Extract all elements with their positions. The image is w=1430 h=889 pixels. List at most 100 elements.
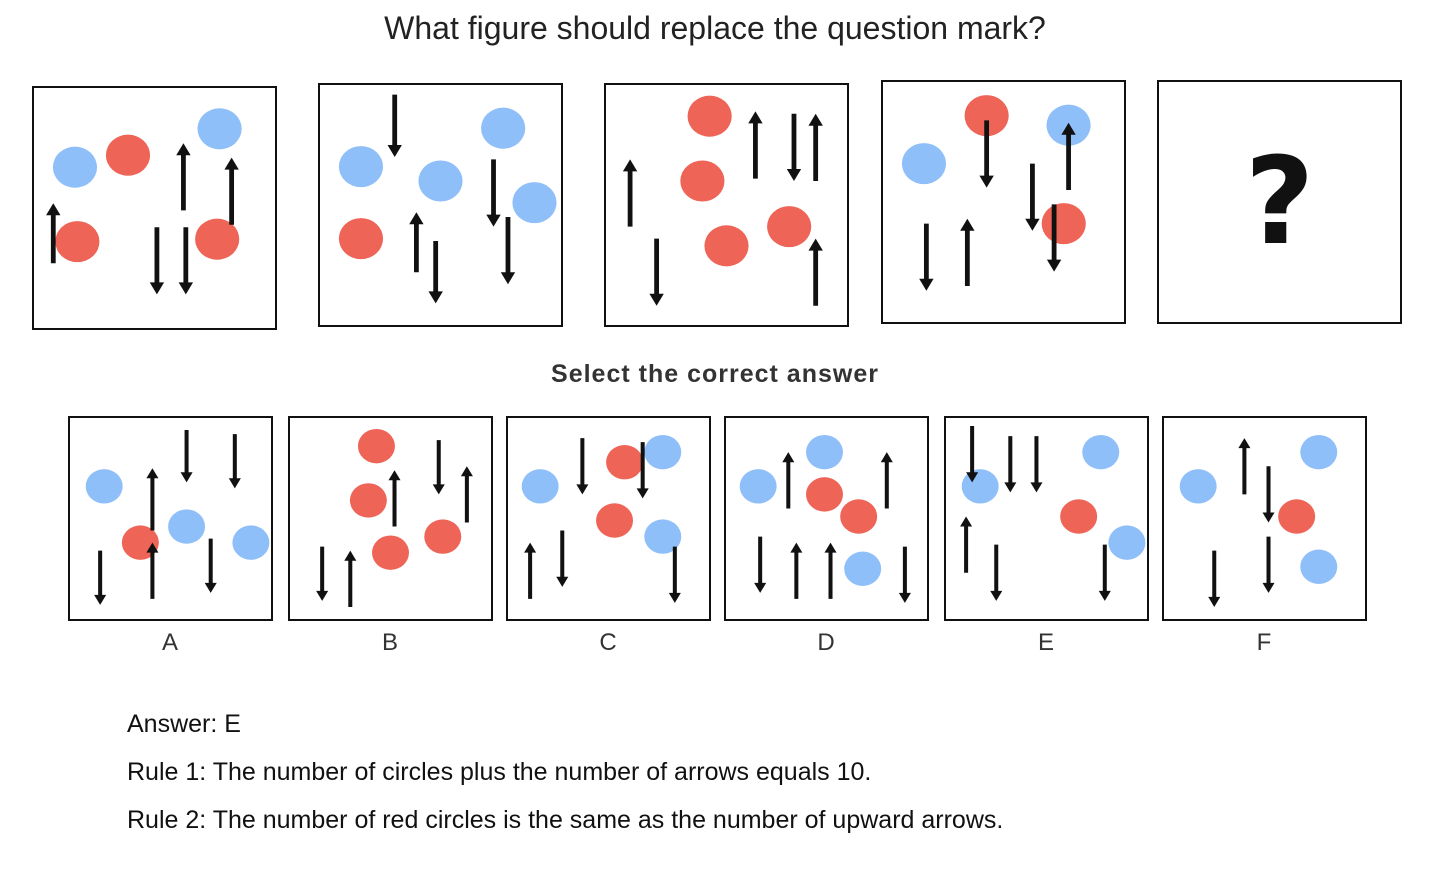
- red-circle: [767, 206, 812, 248]
- option-b-panel[interactable]: [288, 416, 493, 621]
- up-arrow-icon: [960, 516, 973, 573]
- up-arrow-icon: [46, 203, 61, 264]
- red-circle: [338, 218, 384, 260]
- option-f-panel[interactable]: [1162, 416, 1367, 621]
- blue-circle: [418, 160, 463, 202]
- down-arrow-icon: [178, 227, 194, 295]
- down-arrow-icon: [486, 159, 501, 227]
- down-arrow-icon: [754, 536, 767, 593]
- down-arrow-icon: [649, 238, 664, 306]
- up-arrow-icon: [748, 111, 763, 179]
- option-e-figure: [960, 426, 1146, 601]
- sequence-panel-2: [318, 83, 563, 327]
- blue-circle: [805, 434, 843, 470]
- red-circle: [105, 134, 151, 176]
- option-a-label: A: [161, 629, 178, 656]
- down-arrow-icon: [668, 546, 681, 603]
- blue-circle: [232, 525, 270, 560]
- down-arrow-icon: [1208, 550, 1221, 607]
- option-a-panel[interactable]: [68, 416, 273, 621]
- option-d-figure: [739, 434, 911, 603]
- blue-circle: [197, 108, 242, 150]
- up-arrow-icon: [808, 113, 823, 181]
- sequence-panel-4: [881, 80, 1126, 324]
- up-arrow-icon: [1061, 122, 1076, 190]
- blue-circle: [1300, 434, 1338, 470]
- sequence-figure-3: [622, 95, 823, 306]
- red-circle: [606, 445, 644, 480]
- down-arrow-icon: [432, 440, 445, 495]
- option-b-figure: [316, 428, 473, 607]
- red-circle: [1060, 499, 1098, 534]
- down-arrow-icon: [180, 430, 193, 483]
- sequence-figure-1: [46, 108, 242, 295]
- up-arrow-icon: [622, 159, 638, 227]
- down-arrow-icon: [500, 217, 516, 285]
- option-f-figure: [1179, 434, 1338, 607]
- option-f-label: F: [1256, 629, 1272, 656]
- red-circle: [840, 499, 878, 534]
- down-arrow-icon: [966, 426, 979, 483]
- up-arrow-icon: [808, 238, 823, 306]
- option-d-panel[interactable]: [724, 416, 929, 621]
- option-d-label: D: [817, 629, 835, 656]
- sequence-figure-2: [338, 94, 557, 304]
- red-circle: [805, 477, 843, 512]
- down-arrow-icon: [1046, 204, 1062, 272]
- question-mark-panel: ?: [1157, 80, 1402, 324]
- red-circle: [596, 503, 634, 538]
- blue-circle: [961, 469, 999, 504]
- down-arrow-icon: [786, 113, 802, 181]
- down-arrow-icon: [979, 120, 994, 188]
- blue-circle: [168, 509, 206, 544]
- option-e-panel[interactable]: [944, 416, 1149, 621]
- down-arrow-icon: [228, 434, 241, 489]
- blue-circle: [521, 469, 559, 504]
- option-e-label: E: [1037, 629, 1054, 656]
- down-arrow-icon: [149, 227, 165, 295]
- down-arrow-icon: [428, 241, 443, 304]
- blue-circle: [739, 469, 777, 504]
- red-circle: [372, 535, 409, 570]
- blue-circle: [844, 551, 882, 586]
- up-arrow-icon: [524, 542, 537, 599]
- blue-circle: [1082, 434, 1120, 470]
- down-arrow-icon: [94, 550, 107, 605]
- red-circle: [357, 428, 395, 464]
- up-arrow-icon: [824, 542, 837, 599]
- blue-circle: [481, 107, 526, 149]
- blue-circle: [901, 143, 947, 185]
- blue-circle: [644, 434, 682, 470]
- up-arrow-icon: [790, 542, 803, 599]
- option-c-panel[interactable]: [506, 416, 711, 621]
- option-a-figure: [85, 430, 270, 605]
- down-arrow-icon: [204, 538, 217, 593]
- up-arrow-icon: [460, 466, 473, 523]
- blue-circle: [644, 519, 682, 554]
- red-circle: [1278, 499, 1316, 534]
- up-arrow-icon: [388, 470, 401, 527]
- blue-circle: [1300, 549, 1338, 584]
- up-arrow-icon: [146, 468, 159, 531]
- question-mark-icon: ?: [1244, 132, 1315, 272]
- red-circle: [680, 160, 725, 202]
- up-arrow-icon: [176, 143, 191, 211]
- down-arrow-icon: [1004, 436, 1017, 493]
- up-arrow-icon: [1238, 438, 1251, 495]
- down-arrow-icon: [1025, 163, 1040, 231]
- down-arrow-icon: [898, 546, 911, 603]
- down-arrow-icon: [1262, 466, 1275, 523]
- red-circle: [349, 483, 387, 518]
- up-arrow-icon: [880, 452, 893, 509]
- red-circle: [1041, 203, 1086, 245]
- red-circle: [687, 95, 732, 137]
- up-arrow-icon: [146, 542, 159, 599]
- question-title: What figure should replace the question …: [384, 10, 1046, 46]
- red-circle: [195, 218, 240, 260]
- red-circle: [424, 519, 462, 554]
- up-arrow-icon: [409, 212, 424, 273]
- down-arrow-icon: [919, 223, 934, 291]
- option-b-label: B: [381, 629, 398, 656]
- blue-circle: [1108, 525, 1146, 560]
- answer-text: Answer: E: [127, 710, 241, 738]
